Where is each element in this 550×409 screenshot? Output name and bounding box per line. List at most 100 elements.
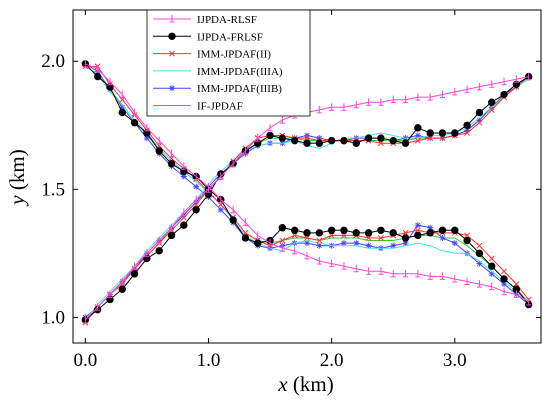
- data-point: [464, 127, 471, 134]
- data-point: [229, 216, 237, 224]
- data-point: [464, 85, 470, 93]
- data-point: [328, 232, 335, 239]
- legend-item-ijpda-rlsf: IJPDA-RLSF: [153, 14, 257, 26]
- data-point: [426, 229, 434, 237]
- data-point: [414, 231, 422, 240]
- data-point: [167, 159, 176, 168]
- data-point: [526, 298, 532, 306]
- data-point: [501, 281, 508, 288]
- data-point: [451, 129, 459, 137]
- legend-item-if-jpdaf: IF-JPDAF: [153, 101, 243, 113]
- data-point: [155, 247, 163, 255]
- data-point: [403, 95, 409, 104]
- y-tick-label: 1.5: [41, 179, 65, 200]
- data-point: [414, 124, 422, 132]
- data-point: [377, 134, 385, 142]
- data-point: [119, 277, 125, 286]
- data-point: [93, 72, 102, 81]
- data-point: [193, 172, 199, 180]
- data-point: [205, 185, 211, 193]
- data-point: [513, 75, 519, 83]
- data-point: [439, 90, 445, 99]
- data-point: [304, 135, 310, 142]
- legend-label: IMM-JPDAF(II): [197, 49, 271, 61]
- data-point: [230, 205, 236, 214]
- legend-box: [146, 9, 311, 117]
- data-point: [241, 234, 250, 242]
- data-point: [464, 232, 471, 239]
- data-point: [95, 303, 101, 311]
- data-point: [303, 229, 311, 237]
- data-point: [118, 108, 126, 117]
- data-point: [526, 72, 532, 81]
- data-point: [181, 208, 187, 216]
- data-point: [107, 290, 113, 298]
- data-point: [193, 195, 199, 204]
- data-point: [415, 93, 421, 101]
- data-point: [107, 77, 113, 86]
- x-tick-label: 0.0: [73, 350, 97, 371]
- data-point: [315, 139, 324, 147]
- data-point: [389, 136, 397, 145]
- data-point: [364, 134, 373, 142]
- data-point: [414, 227, 421, 234]
- data-point: [390, 242, 397, 249]
- data-point: [292, 246, 298, 255]
- data-point: [463, 236, 471, 245]
- data-point: [144, 249, 150, 257]
- data-point: [452, 87, 458, 96]
- data-point: [402, 240, 409, 247]
- data-point: [365, 235, 372, 241]
- data-point: [476, 242, 483, 249]
- data-point: [279, 237, 286, 244]
- data-point: [169, 149, 175, 157]
- data-point: [439, 272, 445, 280]
- data-point: [366, 98, 372, 106]
- data-point: [192, 206, 200, 214]
- legend-swatch-marker: [169, 85, 175, 92]
- data-point: [340, 232, 347, 239]
- data-point: [488, 270, 495, 277]
- legend-swatch-marker: [169, 15, 175, 23]
- y-axis-label: y (km): [5, 149, 29, 206]
- data-point: [181, 162, 187, 170]
- data-point: [390, 269, 396, 278]
- legend-swatch-marker: [169, 50, 175, 57]
- data-point: [119, 104, 126, 111]
- data-point: [304, 251, 310, 260]
- data-point: [304, 235, 310, 241]
- y-tick-label: 1.0: [41, 307, 65, 328]
- data-point: [254, 239, 262, 247]
- legend-label: IF-JPDAF: [197, 101, 243, 113]
- data-point: [255, 134, 261, 142]
- data-point: [230, 159, 236, 168]
- legend-label: IMM-JPDAF(IIIB): [197, 83, 282, 95]
- data-point: [488, 262, 496, 270]
- legend-label: IJPDA-FRLSF: [197, 31, 263, 43]
- data-point: [378, 267, 384, 275]
- data-point: [364, 229, 373, 237]
- data-point: [377, 226, 385, 234]
- data-point: [95, 64, 101, 73]
- data-point: [304, 132, 310, 139]
- data-point: [366, 267, 372, 275]
- data-point: [463, 121, 471, 129]
- data-point: [365, 242, 372, 249]
- data-point: [255, 231, 261, 239]
- data-point: [193, 183, 200, 190]
- data-point: [489, 80, 495, 88]
- data-point: [488, 106, 495, 113]
- data-point: [242, 229, 249, 236]
- data-point: [155, 147, 163, 155]
- data-point: [341, 103, 347, 111]
- data-point: [414, 137, 421, 144]
- data-point: [218, 195, 224, 204]
- data-point: [130, 270, 139, 278]
- data-point: [217, 206, 224, 213]
- data-point: [353, 264, 359, 273]
- data-point: [402, 229, 409, 236]
- data-point: [267, 123, 273, 132]
- data-point: [316, 105, 322, 114]
- data-point: [278, 134, 287, 142]
- data-point: [401, 234, 410, 242]
